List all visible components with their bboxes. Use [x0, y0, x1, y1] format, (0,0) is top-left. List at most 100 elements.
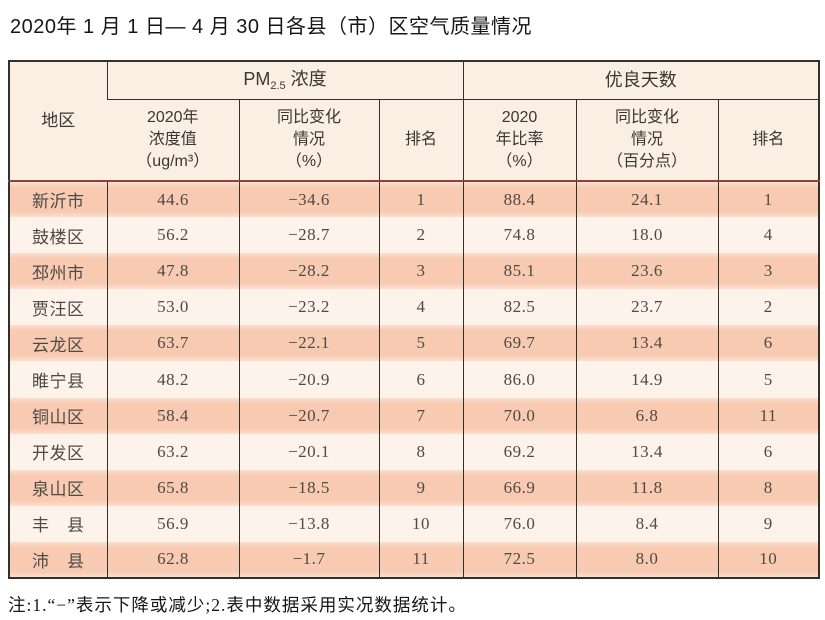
cell-region: 泉山区 [9, 469, 107, 506]
pm25-prefix: PM [243, 68, 271, 89]
cell-pm-2020-value: 44.6 [106, 181, 239, 218]
cell-good-days-rank: 11 [717, 397, 820, 434]
table-body: 新沂市 44.6 −34.6 1 88.4 24.1 1 鼓楼区 56.2 −28.7 2 74.8 1… [9, 181, 820, 579]
cell-good-days-rate: 66.9 [462, 469, 577, 506]
cell-pm-yoy-change: −28.2 [238, 253, 379, 290]
table-row: 泉山区 65.8 −18.5 9 66.9 11.8 8 [9, 469, 820, 506]
cell-good-days-rate: 85.1 [462, 253, 577, 290]
cell-good-days-yoy-change: 11.8 [575, 469, 719, 506]
col-header-good-days-rate: 2020 年比率 （%） [462, 99, 577, 182]
cell-pm-rank: 1 [378, 181, 464, 218]
cell-pm-yoy-change: −1.7 [238, 541, 379, 579]
cell-good-days-yoy-change: 24.1 [575, 181, 719, 218]
cell-good-days-rank: 5 [717, 361, 820, 398]
cell-good-days-rank: 8 [717, 469, 820, 506]
table-row: 丰 县 56.9 −13.8 10 76.0 8.4 9 [9, 505, 820, 542]
cell-pm-rank: 2 [378, 217, 464, 254]
cell-pm-2020-value: 58.4 [106, 397, 239, 434]
table-row: 贾汪区 53.0 −23.2 4 82.5 23.7 2 [9, 289, 820, 326]
cell-good-days-rank: 6 [717, 325, 820, 362]
cell-region: 鼓楼区 [9, 217, 107, 254]
cell-good-days-rate: 72.5 [462, 541, 577, 579]
cell-pm-yoy-change: −18.5 [238, 469, 379, 506]
col-group-good-days: 优良天数 [462, 61, 820, 100]
cell-region: 云龙区 [9, 325, 107, 362]
cell-region: 睢宁县 [9, 361, 107, 398]
cell-pm-rank: 11 [378, 541, 464, 579]
cell-pm-rank: 3 [378, 253, 464, 290]
cell-pm-2020-value: 63.7 [106, 325, 239, 362]
cell-good-days-rank: 2 [717, 289, 820, 326]
table-row: 云龙区 63.7 −22.1 5 69.7 13.4 6 [9, 325, 820, 362]
col-header-region: 地区 [9, 61, 107, 182]
table-row: 邳州市 47.8 −28.2 3 85.1 23.6 3 [9, 253, 820, 290]
cell-good-days-rate: 74.8 [462, 217, 577, 254]
cell-pm-2020-value: 56.2 [106, 217, 239, 254]
cell-good-days-yoy-change: 23.7 [575, 289, 719, 326]
cell-good-days-rank: 6 [717, 433, 820, 470]
table-row: 铜山区 58.4 −20.7 7 70.0 6.8 11 [9, 397, 820, 434]
cell-pm-yoy-change: −20.7 [238, 397, 379, 434]
cell-pm-2020-value: 56.9 [106, 505, 239, 542]
table-header: 地区 PM2.5 浓度 优良天数 2020年 浓度值 （ug/m³） 同比变化 … [9, 61, 820, 182]
col-header-pm-rank: 排名 [378, 99, 464, 182]
cell-pm-yoy-change: −20.1 [238, 433, 379, 470]
cell-pm-yoy-change: −34.6 [238, 181, 379, 218]
cell-pm-2020-value: 62.8 [106, 541, 239, 579]
cell-pm-2020-value: 47.8 [106, 253, 239, 290]
cell-region: 铜山区 [9, 397, 107, 434]
cell-pm-rank: 9 [378, 469, 464, 506]
cell-good-days-yoy-change: 6.8 [575, 397, 719, 434]
cell-pm-2020-value: 53.0 [106, 289, 239, 326]
cell-pm-rank: 8 [378, 433, 464, 470]
cell-region: 沛 县 [9, 541, 107, 579]
pm25-suffix: 浓度 [285, 68, 327, 89]
cell-good-days-rate: 69.7 [462, 325, 577, 362]
table-row: 沛 县 62.8 −1.7 11 72.5 8.0 10 [9, 541, 820, 579]
cell-good-days-rate: 70.0 [462, 397, 577, 434]
cell-good-days-yoy-change: 13.4 [575, 433, 719, 470]
cell-good-days-rate: 88.4 [462, 181, 577, 218]
page-title: 2020年 1 月 1 日— 4 月 30 日各县（市）区空气质量情况 [10, 16, 533, 38]
cell-good-days-rate: 76.0 [462, 505, 577, 542]
cell-good-days-rate: 82.5 [462, 289, 577, 326]
cell-good-days-rank: 1 [717, 181, 820, 218]
cell-pm-rank: 6 [378, 361, 464, 398]
cell-pm-rank: 5 [378, 325, 464, 362]
cell-pm-rank: 7 [378, 397, 464, 434]
footnote: 注:1.“−”表示下降或减少;2.表中数据采用实况数据统计。 [8, 595, 467, 616]
cell-good-days-yoy-change: 13.4 [575, 325, 719, 362]
cell-region: 贾汪区 [9, 289, 107, 326]
cell-region: 开发区 [9, 433, 107, 470]
cell-pm-rank: 4 [378, 289, 464, 326]
cell-pm-2020-value: 63.2 [106, 433, 239, 470]
cell-good-days-rank: 10 [717, 541, 820, 579]
col-group-pm25: PM2.5 浓度 [106, 61, 464, 100]
cell-region: 丰 县 [9, 505, 107, 542]
col-header-pm-yoy-change: 同比变化 情况 （%） [238, 99, 379, 182]
cell-good-days-yoy-change: 23.6 [575, 253, 719, 290]
table-row: 睢宁县 48.2 −20.9 6 86.0 14.9 5 [9, 361, 820, 398]
cell-good-days-yoy-change: 18.0 [575, 217, 719, 254]
col-header-good-days-yoy-change: 同比变化 情况 （百分点） [575, 99, 719, 182]
table-row: 鼓楼区 56.2 −28.7 2 74.8 18.0 4 [9, 217, 820, 254]
cell-pm-yoy-change: −22.1 [238, 325, 379, 362]
cell-pm-yoy-change: −20.9 [238, 361, 379, 398]
cell-good-days-rank: 9 [717, 505, 820, 542]
table-row: 开发区 63.2 −20.1 8 69.2 13.4 6 [9, 433, 820, 470]
cell-good-days-rate: 69.2 [462, 433, 577, 470]
cell-region: 新沂市 [9, 181, 107, 218]
cell-good-days-yoy-change: 8.0 [575, 541, 719, 579]
cell-good-days-yoy-change: 8.4 [575, 505, 719, 542]
cell-good-days-rank: 4 [717, 217, 820, 254]
cell-pm-yoy-change: −13.8 [238, 505, 379, 542]
table-row: 新沂市 44.6 −34.6 1 88.4 24.1 1 [9, 181, 820, 218]
col-header-good-days-rank: 排名 [717, 99, 820, 182]
cell-good-days-rate: 86.0 [462, 361, 577, 398]
cell-pm-yoy-change: −23.2 [238, 289, 379, 326]
air-quality-table: 地区 PM2.5 浓度 优良天数 2020年 浓度值 （ug/m³） 同比变化 … [8, 60, 821, 580]
cell-pm-2020-value: 48.2 [106, 361, 239, 398]
cell-good-days-yoy-change: 14.9 [575, 361, 719, 398]
cell-good-days-rank: 3 [717, 253, 820, 290]
